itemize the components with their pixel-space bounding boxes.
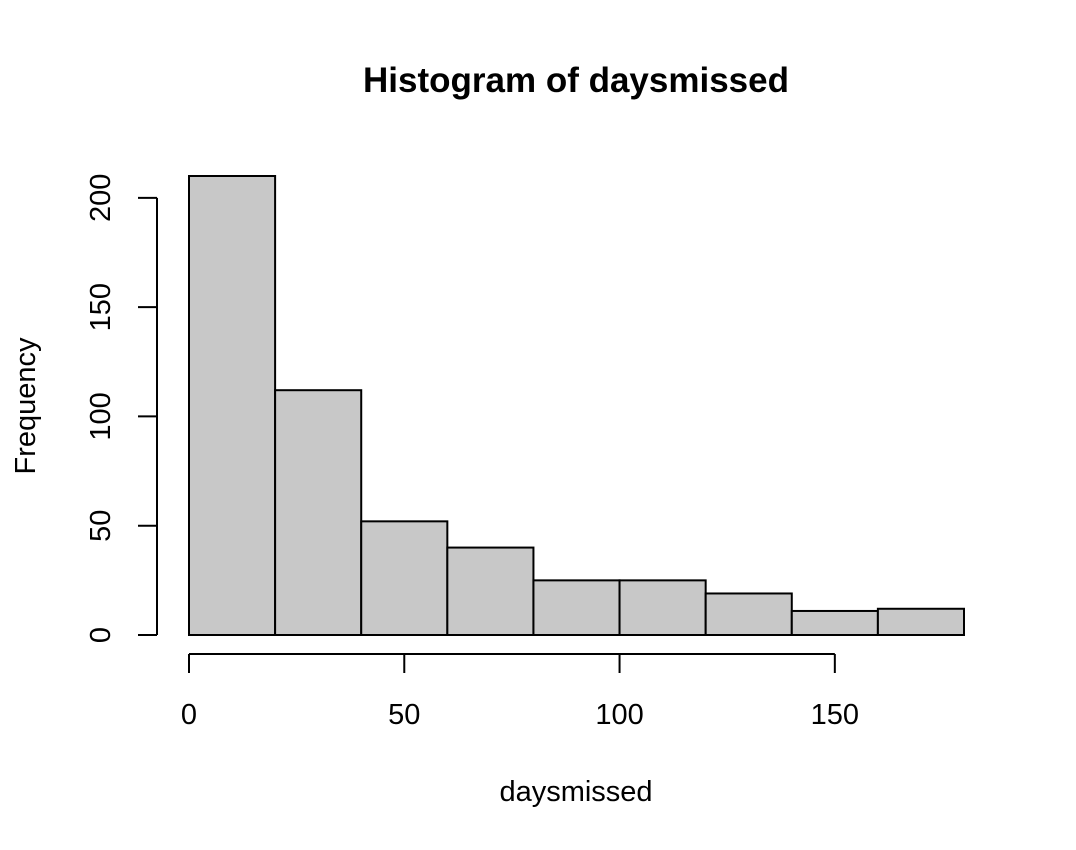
y-tick-label: 50 xyxy=(85,510,117,542)
histogram-bar xyxy=(704,592,793,637)
y-tick-label: 100 xyxy=(85,392,117,440)
y-tick-label: 0 xyxy=(85,627,117,643)
histogram-bar xyxy=(876,607,966,636)
y-axis-label: Frequency xyxy=(10,337,42,475)
x-axis: 0 50 100 150 xyxy=(181,653,859,731)
x-tick-label: 50 xyxy=(388,699,420,731)
histogram-bar xyxy=(618,579,707,636)
x-tick-label: 100 xyxy=(595,699,643,731)
y-tick-label: 150 xyxy=(85,283,117,331)
x-axis-label: daysmissed xyxy=(499,776,652,808)
histogram-bar xyxy=(188,175,277,636)
histogram-bar xyxy=(532,579,621,636)
histogram-bar xyxy=(274,389,363,637)
histogram-bar xyxy=(360,520,449,636)
bars-group xyxy=(188,175,966,637)
x-tick-label: 150 xyxy=(811,699,859,731)
histogram-bar xyxy=(446,546,535,636)
y-axis: 0 50 100 150 200 xyxy=(85,174,158,643)
histogram-bar xyxy=(790,609,879,637)
y-tick-label: 200 xyxy=(85,174,117,222)
x-tick-label: 0 xyxy=(181,699,197,731)
chart-title: Histogram of daysmissed xyxy=(363,61,789,100)
